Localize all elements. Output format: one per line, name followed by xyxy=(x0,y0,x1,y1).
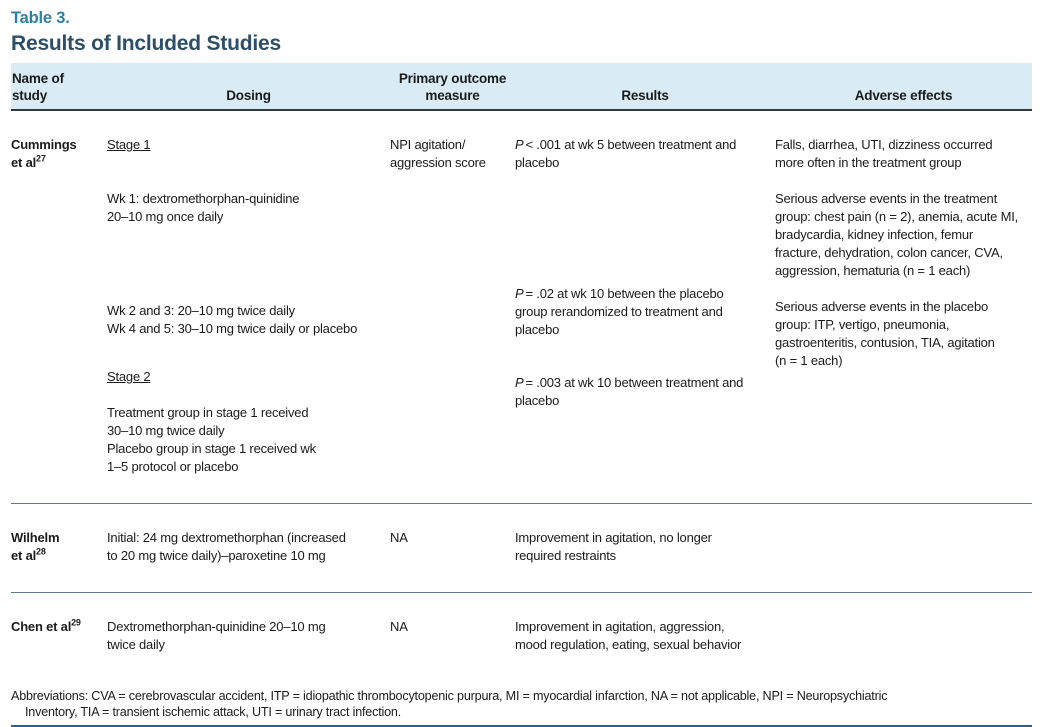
study-name: Chen et al xyxy=(11,619,72,634)
page-title: Results of Included Studies xyxy=(11,32,281,55)
reference-superscript: 28 xyxy=(36,546,46,557)
dosing-stage2-detail: Treatment group in stage 1 received 30–1… xyxy=(107,405,316,474)
adverse-effects-common: Falls, diarrhea, UTI, dizziness occurred… xyxy=(775,137,993,170)
result-text-2: = .02 at wk 10 between the placebo group… xyxy=(515,286,724,337)
table-row-wilhelm: Wilhelm et al28 Initial: 24 mg dextromet… xyxy=(11,503,1032,592)
dosing-week1: Wk 1: dextromethorphan-quinidine 20–10 m… xyxy=(107,191,300,224)
column-header-name-of-study: Name of study xyxy=(12,71,64,103)
stage1-label: Stage 1 xyxy=(107,137,151,152)
abbreviations-footnote: Abbreviations: CVA = cerebrovascular acc… xyxy=(11,689,888,719)
result-text-3: = .003 at wk 10 between treatment and pl… xyxy=(515,375,744,408)
column-header-results: Results xyxy=(621,88,669,103)
table-row-chen: Chen et al29 Dextromethorphan-quinidine … xyxy=(11,592,1032,681)
study-name-cell: Chen et al29 xyxy=(11,600,107,672)
dosing-text: Dextromethorphan-quinidine 20–10 mg twic… xyxy=(107,619,326,652)
column-header-adverse-effects: Adverse effects xyxy=(854,88,953,103)
p-symbol: P xyxy=(515,375,524,390)
reference-superscript: 29 xyxy=(71,617,81,628)
result-text: Improvement in agitation, aggression, mo… xyxy=(515,619,742,652)
primary-outcome-text: NPI agitation/ aggression score xyxy=(390,137,486,170)
dosing-cell: Initial: 24 mg dextromethorphan (increas… xyxy=(107,511,390,583)
result-text-1: < .001 at wk 5 between treatment and pla… xyxy=(515,137,737,170)
p-symbol: P xyxy=(515,137,524,152)
result-pvalue-3: P = .003 at wk 10 between treatment and p… xyxy=(515,374,765,410)
adverse-effects-cell xyxy=(775,511,1032,583)
result-pvalue-1: P < .001 at wk 5 between treatment and pl… xyxy=(515,136,765,172)
result-text: Improvement in agitation, no longer requ… xyxy=(515,530,712,563)
study-name-cell: Wilhelm et al28 xyxy=(11,511,107,583)
dosing-text: Initial: 24 mg dextromethorphan (increas… xyxy=(107,530,346,563)
result-pvalue-2: P = .02 at wk 10 between the placebo grou… xyxy=(515,285,765,339)
dosing-cell: Stage 1 Wk 1: dextromethorphan-quinidine… xyxy=(107,118,390,494)
primary-outcome-text: NA xyxy=(390,619,408,634)
reference-superscript: 27 xyxy=(36,153,46,164)
results-cell: Improvement in agitation, no longer requ… xyxy=(515,511,775,583)
primary-outcome-text: NA xyxy=(390,530,408,545)
stage2-label: Stage 2 xyxy=(107,369,151,384)
column-header-dosing: Dosing xyxy=(226,88,271,103)
adverse-effects-cell: Falls, diarrhea, UTI, dizziness occurred… xyxy=(775,118,1032,494)
study-name-cell: Cummings et al27 xyxy=(11,118,107,494)
p-symbol: P xyxy=(515,286,524,301)
primary-outcome-cell: NPI agitation/ aggression score xyxy=(390,118,515,494)
study-name: Cummings et al xyxy=(11,137,77,170)
results-cell: P < .001 at wk 5 between treatment and pl… xyxy=(515,118,775,494)
table-row-cummings: Cummings et al27 Stage 1 Wk 1: dextromet… xyxy=(11,111,1032,503)
primary-outcome-cell: NA xyxy=(390,600,515,672)
dosing-cell: Dextromethorphan-quinidine 20–10 mg twic… xyxy=(107,600,390,672)
column-header-primary-outcome-measure: Primary outcome measure xyxy=(398,71,507,103)
study-name: Wilhelm et al xyxy=(11,530,60,563)
adverse-effects-serious-treatment: Serious adverse events in the treatment … xyxy=(775,191,1019,278)
dosing-week2to5: Wk 2 and 3: 20–10 mg twice daily Wk 4 an… xyxy=(107,303,358,336)
adverse-effects-cell xyxy=(775,600,1032,672)
table-titlebar: Table 3. Results of Included Studies xyxy=(11,0,1032,63)
table-header-row: Name of study Dosing Primary outcome mea… xyxy=(11,63,1032,111)
primary-outcome-cell: NA xyxy=(390,511,515,583)
table-number-label: Table 3. xyxy=(11,9,70,27)
results-cell: Improvement in agitation, aggression, mo… xyxy=(515,600,775,672)
adverse-effects-serious-placebo: Serious adverse events in the placebo gr… xyxy=(775,299,995,368)
